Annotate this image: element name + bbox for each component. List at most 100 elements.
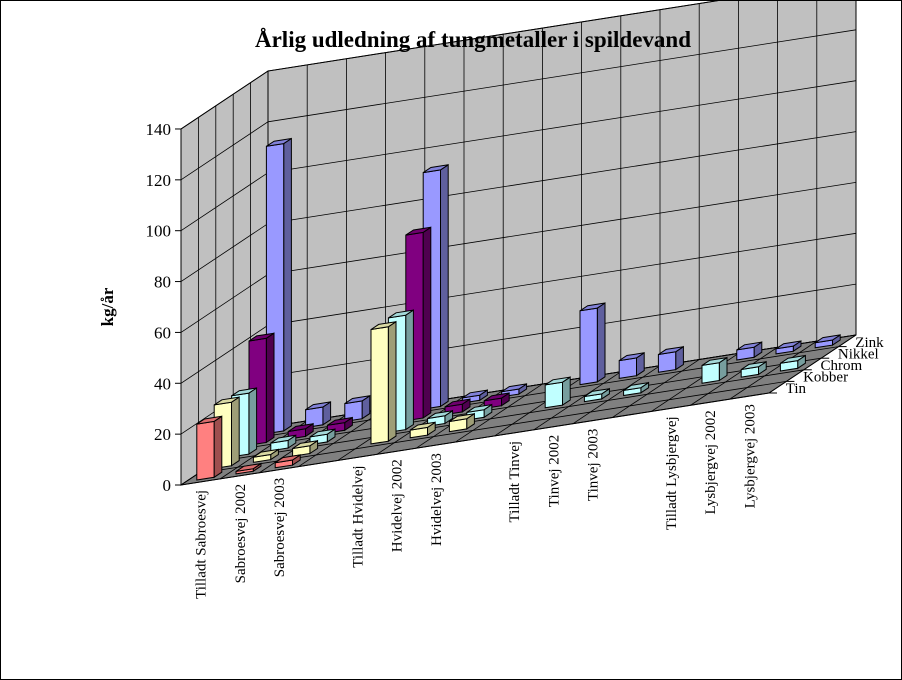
- series-label: Tin: [786, 381, 807, 397]
- y-axis-title: kg/år: [98, 287, 117, 326]
- bar-side: [248, 387, 258, 456]
- bar-zink: [344, 394, 371, 422]
- chart-title: Årlig udledning af tungmetaller i spilde…: [255, 27, 691, 52]
- bar-top: [344, 395, 371, 405]
- floor-gridline: [455, 383, 543, 443]
- bar-zink: [814, 333, 841, 349]
- y-tick-label: 140: [146, 120, 172, 139]
- bar-zink: [618, 351, 645, 379]
- bar-top: [483, 392, 510, 402]
- bar-top: [231, 387, 257, 397]
- x-tick-label: Tilladt Hvidelvej: [350, 465, 366, 567]
- bar-top: [248, 332, 275, 342]
- bar-side: [283, 137, 292, 432]
- bar-top: [444, 398, 471, 408]
- bar-top: [579, 302, 606, 312]
- bar-front: [370, 326, 389, 445]
- bar-chrom: [701, 356, 728, 384]
- bar-tin: [235, 462, 262, 475]
- x-tick-label: Lysbjergvej 2003: [742, 404, 758, 508]
- bar-front: [579, 307, 598, 386]
- bar-front: [657, 351, 677, 373]
- floor-gridline: [729, 340, 818, 400]
- x-tick-label: Tinvej 2003: [586, 429, 602, 501]
- bar-top: [292, 440, 318, 449]
- bar-top: [814, 334, 841, 344]
- x-tick-label: Tilladt Lysbjergvej: [664, 416, 680, 530]
- bar-chrom: [779, 354, 806, 372]
- y-tick-label: 100: [146, 222, 172, 241]
- floor-gridline: [768, 334, 857, 394]
- bar-top: [740, 361, 767, 370]
- bar-side: [265, 332, 275, 444]
- y-axis: 0 20 40 60 80 100 120 140: [146, 120, 182, 495]
- bar-top: [623, 382, 649, 391]
- series-label: Nikkel: [838, 346, 879, 362]
- x-tick-label: Tinvej 2002: [546, 435, 562, 507]
- bar-chrom: [270, 434, 297, 452]
- bar-top: [266, 138, 292, 147]
- bar-top: [701, 357, 728, 366]
- bar-top: [196, 415, 223, 425]
- bar-top: [388, 309, 414, 319]
- bar-top: [449, 413, 475, 422]
- x-tick-label: Tilladt Tinvej: [507, 441, 523, 523]
- bar-top: [736, 341, 763, 351]
- x-tick-label: Tilladt Sabroesvej: [194, 490, 210, 599]
- bar-zink: [775, 340, 802, 355]
- floor-gridline: [572, 365, 661, 424]
- bar-zink: [501, 382, 528, 398]
- bar-kobber: [252, 448, 279, 463]
- bar-chrom: [623, 381, 650, 397]
- bar-top: [409, 421, 436, 431]
- series-label: Chrom: [821, 358, 863, 374]
- bar-kobber: [409, 421, 436, 439]
- bar-side: [596, 302, 606, 383]
- bar-chrom: [740, 360, 767, 378]
- bar-top: [658, 346, 684, 355]
- bar-zink: [579, 302, 606, 386]
- bar-chrom: [583, 387, 610, 403]
- bar-front: [701, 362, 720, 384]
- bar-top: [235, 463, 262, 472]
- y-tick-label: 40: [154, 374, 171, 393]
- bar-top: [462, 389, 488, 399]
- floor-gridline: [611, 359, 700, 418]
- bar-side: [422, 226, 432, 419]
- bar-top: [287, 423, 314, 432]
- bar-zink: [305, 400, 332, 429]
- bar-top: [370, 321, 397, 330]
- bar-top: [422, 164, 449, 174]
- bar-zink: [657, 345, 684, 373]
- bar-top: [501, 383, 527, 393]
- bar-top: [405, 226, 432, 236]
- bar-top: [775, 340, 802, 350]
- bar-top: [253, 448, 279, 458]
- bar-front: [196, 420, 215, 481]
- x-tick-label: Hvidelvej 2003: [429, 453, 445, 546]
- x-tick-label: Lysbjergvej 2002: [703, 410, 719, 514]
- bar-front: [618, 357, 637, 379]
- bar-side: [440, 163, 449, 408]
- x-axis-labels: Tilladt Sabroesvej Sabroesvej 2002 Sabroes…: [194, 404, 759, 599]
- chart-bars: [196, 137, 841, 481]
- y-tick-label: 120: [146, 171, 172, 190]
- y-tick-label: 0: [163, 476, 172, 495]
- series-label: Zink: [855, 335, 884, 351]
- bar-kobber: [448, 412, 475, 433]
- bar-chrom: [544, 376, 571, 409]
- bar-top: [544, 376, 571, 386]
- y-tick-label: 20: [154, 425, 171, 444]
- floor-gridline: [180, 392, 770, 486]
- bar-side: [387, 320, 397, 443]
- floor-gridline: [533, 371, 622, 431]
- bar-top: [618, 352, 645, 362]
- bar-chrom: [466, 403, 493, 421]
- bar-front: [544, 381, 563, 409]
- x-tick-label: Sabroesvej 2003: [272, 478, 288, 578]
- y-tick-label: 80: [154, 273, 171, 292]
- bar-side: [231, 396, 240, 467]
